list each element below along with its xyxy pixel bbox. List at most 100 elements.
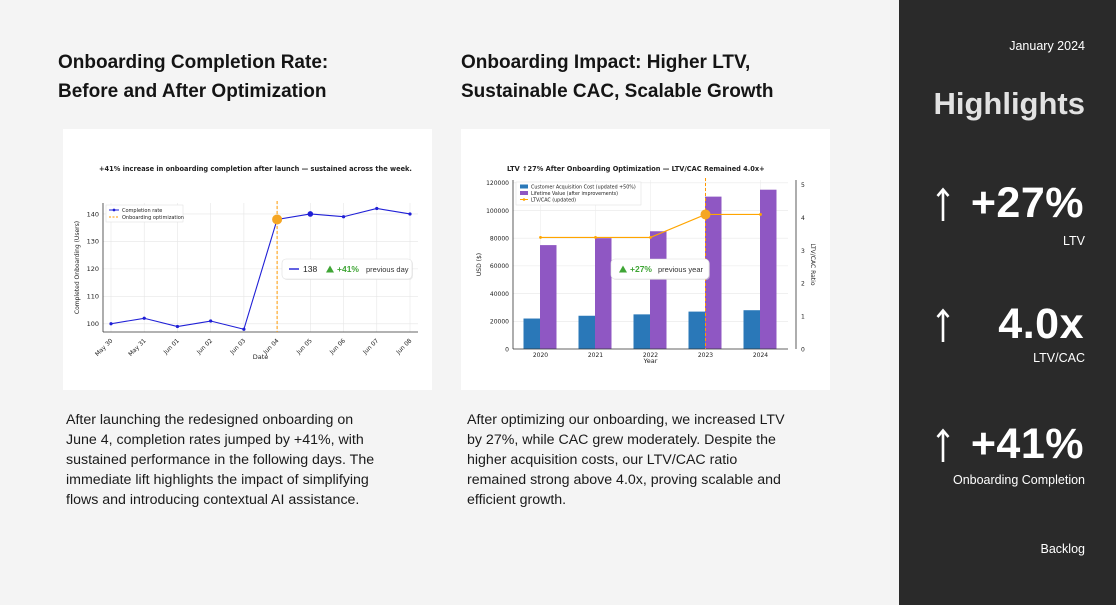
metric-value: +27%: [970, 179, 1084, 227]
y-tick-label: 0: [505, 346, 509, 353]
middle-title-line2: Sustainable CAC, Scalable Growth: [461, 81, 774, 102]
metric-value: +41%: [970, 420, 1084, 468]
legend-label: Completion rate: [122, 208, 162, 214]
completion-rate-line: [110, 207, 411, 330]
y-tick-label: 130: [87, 238, 99, 246]
tooltip-value: 138: [303, 264, 317, 274]
left-description: After launching the redesigned onboardin…: [66, 412, 375, 508]
ratio-point: [759, 213, 762, 216]
x-tick-label: 2021: [588, 352, 603, 359]
highlight-point: [272, 214, 283, 225]
legend-box: [515, 181, 642, 206]
sidebar-title: Highlights: [933, 86, 1085, 121]
cac-bar: [578, 315, 595, 349]
data-point: [142, 316, 146, 320]
metric-label: LTV: [1063, 234, 1085, 248]
data-point: [175, 324, 180, 329]
tooltip-change: +41%: [337, 264, 359, 274]
legend-marker: [522, 198, 526, 201]
ratio-point: [594, 236, 597, 239]
y2-tick-label: 3: [801, 248, 805, 255]
left-title-line1: Onboarding Completion Rate:: [58, 52, 329, 73]
x-tick-label: May 31: [127, 337, 148, 358]
ltv-bar: [595, 238, 612, 349]
x-tick-label: Jun 06: [328, 337, 347, 356]
y-tick-label: 80000: [490, 235, 509, 242]
chart-title: LTV ↑27% After Onboarding Optimization —…: [507, 165, 765, 173]
ltv-bar: [705, 196, 722, 349]
metric-ltv: +27% LTV: [899, 179, 1116, 263]
highlight-point: [700, 209, 711, 220]
legend-label: Customer Acquisition Cost (updated +50%): [531, 185, 636, 191]
highlights-sidebar: January 2024 Highlights +27% LTV 4.0x LT…: [899, 0, 1116, 605]
x-tick-label: May 30: [94, 337, 115, 358]
x-tick-label: 2024: [753, 352, 768, 359]
legend-marker: [112, 208, 116, 212]
legend-swatch: [520, 191, 528, 195]
tooltip-change: +27%: [630, 264, 652, 274]
completion-chart-card: +41% increase in onboarding completion a…: [63, 129, 432, 390]
x-tick-label: Jun 08: [394, 337, 413, 356]
cac-bar: [523, 318, 540, 349]
y-tick-label: 40000: [490, 291, 509, 298]
y-axis-label: USD ($): [476, 253, 483, 276]
y2-tick-label: 4: [801, 215, 805, 222]
ltv-cac-chart: LTV ↑27% After Onboarding Optimization —…: [476, 165, 816, 365]
ratio-point: [539, 236, 542, 239]
y-tick-label: 110: [87, 293, 99, 301]
y2-tick-label: 1: [801, 313, 805, 320]
y-tick-label: 140: [87, 210, 99, 218]
left-section-title: Onboarding Completion Rate: Before and A…: [58, 48, 388, 106]
legend-label: Onboarding optimization: [122, 215, 184, 221]
y-tick-label: 120000: [486, 180, 509, 187]
y2-axis-label: LTV/CAC Ratio: [809, 244, 816, 286]
x-axis-label: Date: [253, 353, 269, 361]
data-point: [375, 206, 379, 211]
y-axis-label: Completed Onboarding (Users): [74, 221, 81, 314]
cac-bar: [633, 314, 650, 349]
x-tick-label: 2022: [643, 352, 658, 359]
cac-bar: [688, 311, 705, 349]
x-tick-label: 2023: [698, 352, 713, 359]
y2-tick-label: 5: [801, 182, 805, 189]
y-tick-label: 20000: [490, 319, 509, 326]
sidebar-footer: Backlog: [1040, 542, 1085, 556]
tooltip-box: [610, 258, 710, 280]
cac-bar: [743, 310, 760, 349]
ltv-bar: [760, 189, 777, 349]
y-tick-label: 100: [87, 320, 99, 328]
legend-label: Lifetime Value (after improvements): [531, 191, 618, 197]
arrow-up-icon: [936, 428, 950, 462]
middle-title-line1: Onboarding Impact: Higher LTV,: [461, 52, 751, 73]
legend-label: LTV/CAC (updated): [531, 198, 576, 204]
x-tick-label: Jun 01: [162, 337, 181, 356]
y2-tick-label: 0: [801, 346, 805, 353]
x-tick-label: 2020: [533, 352, 548, 359]
completion-rate-chart: +41% increase in onboarding completion a…: [74, 165, 418, 361]
ltv-chart-card: LTV ↑27% After Onboarding Optimization —…: [461, 129, 830, 390]
tooltip-up-triangle-icon: [619, 265, 627, 273]
middle-description: After optimizing our onboarding, we incr…: [467, 412, 785, 508]
data-point: [209, 319, 213, 323]
x-axis-label: Year: [643, 357, 658, 365]
x-tick-label: Jun 05: [295, 337, 314, 356]
legend-swatch: [520, 184, 528, 189]
tooltip-period: previous year: [658, 265, 704, 274]
data-point: [109, 322, 113, 326]
y-tick-label: 120: [87, 265, 99, 273]
x-tick-label: Jun 02: [195, 337, 214, 356]
ltv-bar: [540, 245, 557, 349]
arrow-up-icon: [936, 187, 950, 221]
x-tick-label: Jun 03: [228, 337, 247, 356]
y-tick-label: 100000: [486, 208, 509, 215]
metric-label: Onboarding Completion: [952, 473, 1085, 487]
metric-label: LTV/CAC: [1033, 351, 1085, 365]
x-tick-label: Jun 07: [361, 337, 380, 356]
legend-box: [105, 204, 184, 223]
arrow-up-icon: [936, 308, 950, 342]
left-title-line2: Before and After Optimization: [58, 81, 327, 102]
data-point: [307, 211, 314, 217]
metric-onboarding-completion: +41% Onboarding Completion: [899, 420, 1116, 504]
tooltip-period: previous day: [366, 265, 409, 274]
tooltip-up-triangle-icon: [326, 265, 334, 273]
